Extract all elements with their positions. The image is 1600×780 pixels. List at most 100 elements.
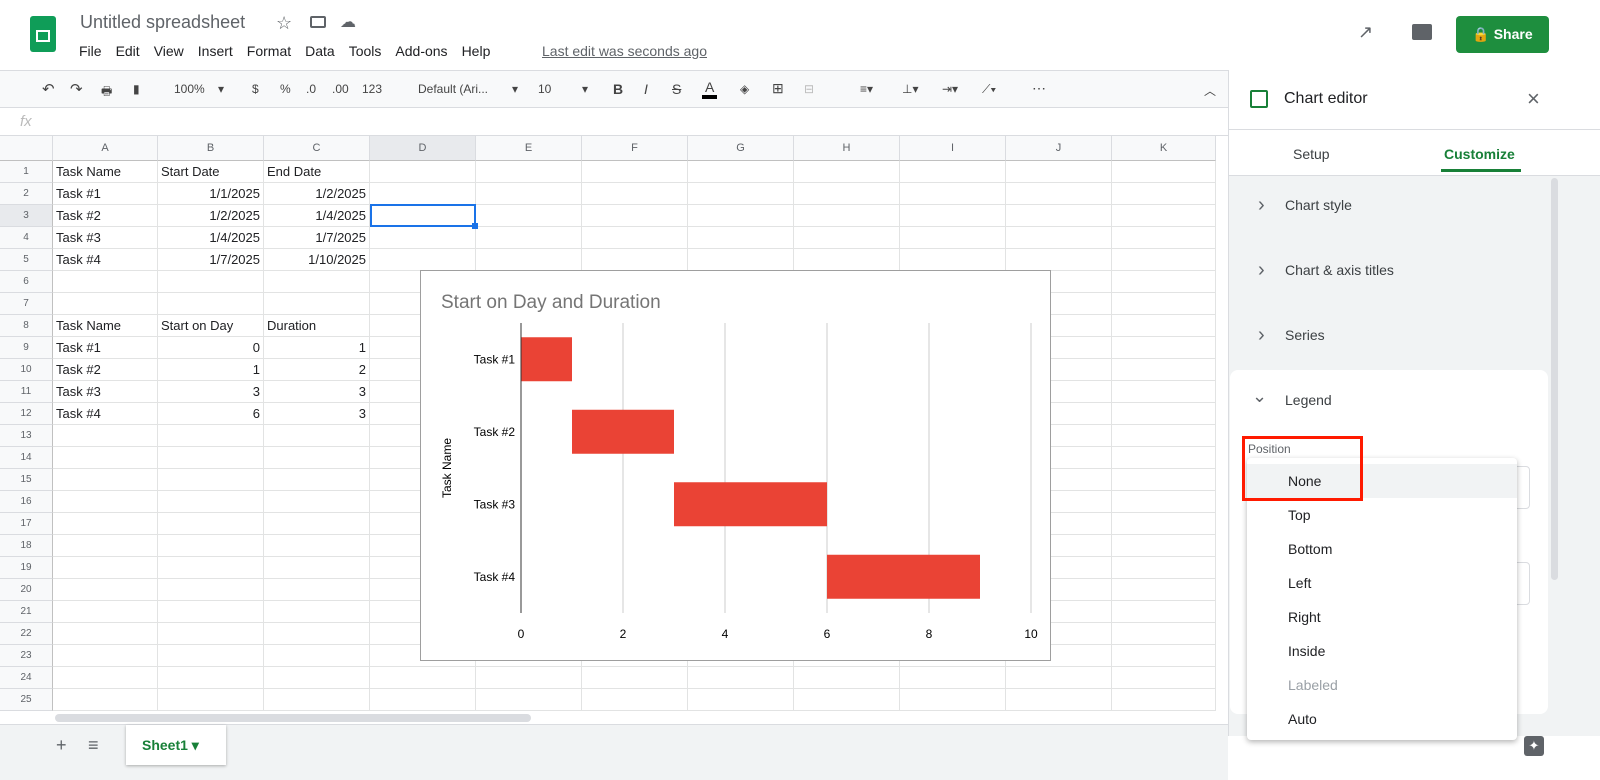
- cell-value[interactable]: 1/10/2025: [264, 249, 370, 271]
- cell[interactable]: [53, 645, 158, 667]
- cell[interactable]: [1006, 183, 1112, 205]
- bar-task1[interactable]: [521, 337, 572, 382]
- cell[interactable]: [582, 689, 688, 711]
- cell[interactable]: [158, 689, 264, 711]
- cell[interactable]: [158, 667, 264, 689]
- section-legend-label[interactable]: Legend: [1285, 392, 1332, 408]
- column-header[interactable]: J: [1006, 136, 1112, 161]
- section-titles-label[interactable]: Chart & axis titles: [1285, 262, 1394, 278]
- more-button[interactable]: ⋯: [1032, 80, 1046, 96]
- chart[interactable]: Start on Day and Duration 0 2 4 6 8 10 Task #1 T…: [420, 270, 1051, 661]
- cell[interactable]: [158, 271, 264, 293]
- move-folder-icon[interactable]: [310, 16, 326, 28]
- cell[interactable]: [53, 689, 158, 711]
- cell[interactable]: [1006, 557, 1112, 579]
- row-header[interactable]: 5: [0, 249, 53, 271]
- cell[interactable]: [476, 667, 582, 689]
- cell[interactable]: [1112, 425, 1216, 447]
- bar-task3[interactable]: [674, 482, 827, 527]
- cell[interactable]: [794, 667, 900, 689]
- cell-value[interactable]: Task Name: [53, 161, 158, 183]
- cell[interactable]: [264, 667, 370, 689]
- cell-value[interactable]: Task #1: [53, 183, 158, 205]
- cell[interactable]: [476, 183, 582, 205]
- cell[interactable]: [370, 227, 476, 249]
- option-bottom[interactable]: Bottom: [1288, 541, 1333, 557]
- cell[interactable]: [688, 689, 794, 711]
- cell[interactable]: [1112, 337, 1216, 359]
- italic-button[interactable]: I: [644, 81, 648, 97]
- cell[interactable]: [1112, 513, 1216, 535]
- close-icon[interactable]: ×: [1527, 86, 1540, 111]
- row-header[interactable]: 15: [0, 469, 53, 491]
- cell-value[interactable]: Task Name: [53, 315, 158, 337]
- align-icon[interactable]: ≡▾: [860, 82, 874, 96]
- bold-button[interactable]: B: [613, 81, 624, 97]
- tab-setup[interactable]: Setup: [1293, 146, 1330, 162]
- print-icon[interactable]: 🖶: [101, 84, 113, 98]
- cell[interactable]: [158, 469, 264, 491]
- cell[interactable]: [1112, 403, 1216, 425]
- section-series-label[interactable]: Series: [1285, 327, 1325, 343]
- decrease-decimal-button[interactable]: .0: [306, 82, 317, 96]
- cell[interactable]: [900, 667, 1006, 689]
- cell[interactable]: [1112, 293, 1216, 315]
- text-color-button[interactable]: A: [702, 79, 718, 99]
- cell[interactable]: [370, 183, 476, 205]
- collapse-icon[interactable]: ︿: [1204, 84, 1217, 98]
- cell-value[interactable]: Task #4: [53, 403, 158, 425]
- column-header[interactable]: I: [900, 136, 1006, 161]
- cell[interactable]: [264, 491, 370, 513]
- column-header[interactable]: F: [582, 136, 688, 161]
- cell[interactable]: [158, 491, 264, 513]
- cell[interactable]: [264, 579, 370, 601]
- share-button[interactable]: 🔒 Share: [1456, 16, 1549, 53]
- cell[interactable]: [476, 161, 582, 183]
- cell[interactable]: [158, 579, 264, 601]
- cell[interactable]: [53, 601, 158, 623]
- cell[interactable]: [1112, 183, 1216, 205]
- cell-value[interactable]: 0: [158, 337, 264, 359]
- sheet-tab-sheet1[interactable]: Sheet1 ▾: [126, 725, 226, 765]
- all-sheets-icon[interactable]: ≡: [88, 735, 99, 755]
- row-header[interactable]: 9: [0, 337, 53, 359]
- cell[interactable]: [476, 689, 582, 711]
- cell[interactable]: [794, 183, 900, 205]
- last-edit-link[interactable]: Last edit was seconds ago: [542, 43, 707, 59]
- paint-format-icon[interactable]: ▮: [133, 82, 140, 96]
- column-header[interactable]: C: [264, 136, 370, 161]
- tab-customize[interactable]: Customize: [1444, 146, 1515, 162]
- cell[interactable]: [53, 293, 158, 315]
- row-header[interactable]: 8: [0, 315, 53, 337]
- cell[interactable]: [1006, 689, 1112, 711]
- menu-addons[interactable]: Add-ons: [395, 43, 448, 59]
- cell-value[interactable]: Task #4: [53, 249, 158, 271]
- cell[interactable]: [688, 249, 794, 271]
- borders-icon[interactable]: ⊞: [772, 80, 784, 96]
- cell[interactable]: [158, 557, 264, 579]
- cell[interactable]: [582, 161, 688, 183]
- doc-title[interactable]: Untitled spreadsheet: [80, 12, 246, 32]
- column-header[interactable]: E: [476, 136, 582, 161]
- cell-value[interactable]: Task #2: [53, 205, 158, 227]
- merge-cells-icon[interactable]: ⊟: [804, 82, 815, 96]
- more-formats-button[interactable]: 123: [362, 82, 383, 96]
- cell[interactable]: [1112, 205, 1216, 227]
- cell[interactable]: [370, 161, 476, 183]
- cell-value[interactable]: 1/7/2025: [264, 227, 370, 249]
- cell[interactable]: [264, 601, 370, 623]
- strikethrough-button[interactable]: S: [672, 81, 682, 97]
- row-header[interactable]: 1: [0, 161, 53, 183]
- cell[interactable]: [264, 469, 370, 491]
- cell[interactable]: [53, 623, 158, 645]
- cell[interactable]: [1112, 645, 1216, 667]
- cell[interactable]: [264, 645, 370, 667]
- corner-cell[interactable]: [0, 136, 53, 161]
- option-auto[interactable]: Auto: [1288, 711, 1317, 727]
- cell[interactable]: [53, 535, 158, 557]
- redo-icon[interactable]: ↷: [70, 81, 83, 98]
- row-header[interactable]: 7: [0, 293, 53, 315]
- cell[interactable]: [1006, 249, 1112, 271]
- row-header[interactable]: 25: [0, 689, 53, 711]
- cell[interactable]: [1006, 271, 1112, 293]
